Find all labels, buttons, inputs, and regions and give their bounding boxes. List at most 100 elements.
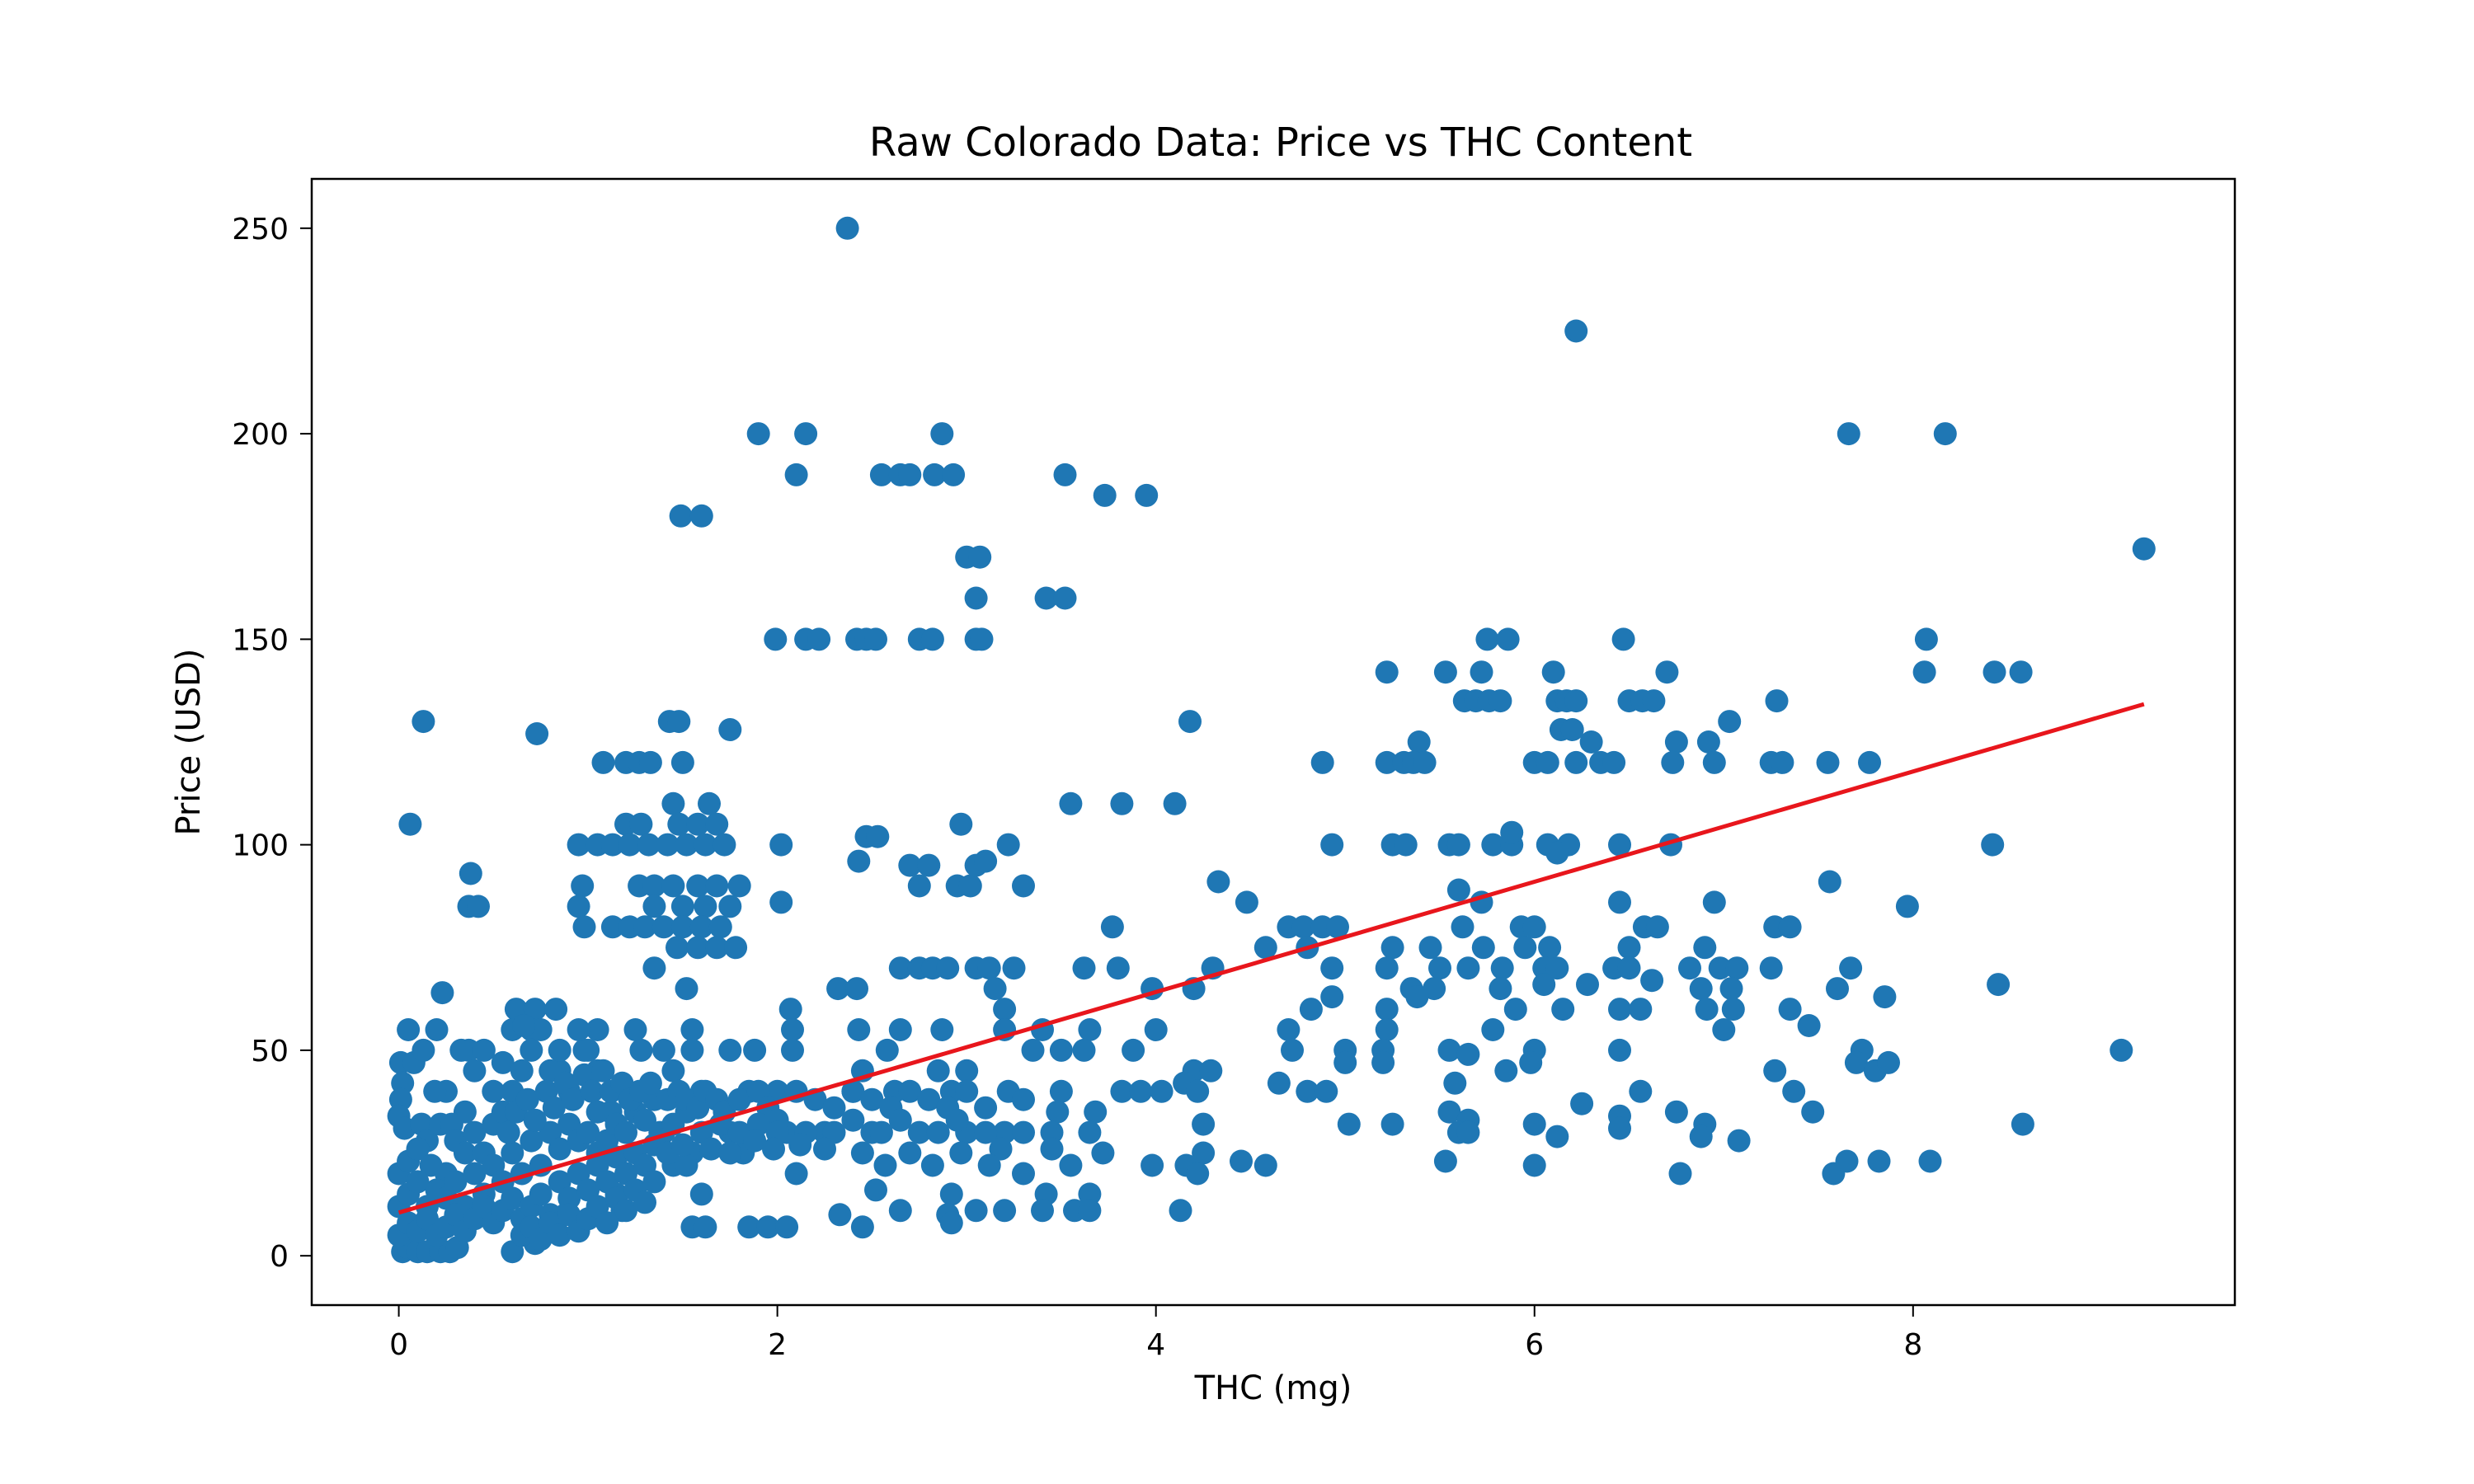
data-point: [1163, 791, 1187, 815]
data-point: [1049, 1079, 1073, 1103]
data-point: [1380, 1112, 1404, 1136]
data-point: [898, 463, 922, 486]
data-point: [1046, 1100, 1070, 1124]
data-point: [1078, 1199, 1102, 1223]
data-point: [675, 977, 698, 1001]
data-point: [1122, 1038, 1145, 1062]
data-point: [993, 998, 1017, 1021]
data-point: [1489, 689, 1512, 713]
data-point: [680, 1038, 704, 1062]
data-point: [482, 1079, 506, 1103]
data-point: [1053, 463, 1077, 486]
data-point: [1192, 1112, 1216, 1136]
data-point: [1532, 973, 1556, 997]
data-point: [1446, 878, 1470, 902]
data-point: [1661, 750, 1685, 774]
data-point: [1437, 1038, 1461, 1062]
data-point: [453, 1141, 477, 1165]
data-point: [917, 853, 941, 877]
data-point: [826, 977, 850, 1001]
data-point: [614, 1120, 637, 1144]
data-point: [523, 998, 547, 1021]
data-point: [496, 1120, 520, 1144]
data-point: [629, 1038, 653, 1062]
data-point: [661, 791, 685, 815]
data-point: [1617, 956, 1641, 980]
data-point: [850, 1141, 874, 1165]
data-point: [600, 833, 624, 857]
data-point: [1021, 1038, 1045, 1062]
data-point: [412, 1038, 435, 1062]
data-point: [850, 1215, 874, 1239]
data-point: [847, 849, 871, 873]
y-tick-label: 200: [232, 418, 289, 452]
data-point: [727, 874, 751, 898]
data-point: [983, 977, 1007, 1001]
data-point: [523, 1108, 547, 1132]
data-point: [1129, 1079, 1153, 1103]
data-point: [1608, 833, 1631, 857]
data-point: [1375, 1018, 1399, 1041]
data-point: [778, 998, 802, 1021]
data-point: [675, 1153, 698, 1177]
data-point: [1475, 627, 1499, 651]
data-point: [784, 1162, 808, 1186]
data-point: [689, 915, 713, 939]
data-point: [1326, 915, 1349, 939]
data-point: [642, 895, 666, 918]
data-point: [869, 1120, 893, 1144]
data-point: [764, 627, 788, 651]
data-point: [1719, 977, 1743, 1001]
data-point: [670, 915, 694, 939]
data-point: [444, 1170, 468, 1194]
data-point: [600, 915, 624, 939]
data-point: [1494, 1059, 1518, 1082]
data-point: [1002, 956, 1026, 980]
y-tick-label: 50: [251, 1035, 289, 1068]
data-point: [1987, 973, 2011, 997]
data-point: [656, 833, 680, 857]
data-point: [2132, 537, 2156, 561]
data-point: [873, 1153, 897, 1177]
data-point: [1296, 1079, 1319, 1103]
data-point: [1721, 998, 1745, 1021]
data-point: [1912, 660, 1936, 684]
data-point: [591, 1059, 615, 1082]
data-point: [1818, 870, 1841, 894]
data-point: [926, 1120, 950, 1144]
data-point: [1839, 956, 1863, 980]
data-point: [977, 1153, 1001, 1177]
data-point: [1693, 936, 1717, 960]
data-point: [623, 1018, 647, 1041]
data-point: [781, 1018, 804, 1041]
data-point: [1608, 1038, 1631, 1062]
data-point: [977, 956, 1001, 980]
data-point: [1091, 1141, 1115, 1165]
data-point: [670, 895, 694, 918]
y-tick-label: 150: [232, 623, 289, 657]
data-point: [898, 1079, 922, 1103]
data-point: [958, 874, 982, 898]
data-point: [1106, 956, 1130, 980]
data-point: [586, 1018, 609, 1041]
data-point: [638, 750, 662, 774]
data-point: [1371, 1050, 1395, 1074]
data-point: [1012, 1162, 1035, 1186]
data-point: [1446, 833, 1470, 857]
data-point: [638, 1071, 662, 1095]
data-point: [1084, 1100, 1108, 1124]
data-point: [1072, 956, 1096, 980]
data-point: [939, 1211, 963, 1235]
data-point: [651, 1038, 675, 1062]
y-axis-label: Price (USD): [170, 649, 208, 836]
chart-title: Raw Colorado Data: Price vs THC Content: [869, 120, 1692, 166]
data-point: [718, 718, 742, 741]
data-point: [1564, 319, 1588, 343]
data-point: [1496, 627, 1520, 651]
data-point: [633, 1190, 656, 1214]
data-point: [993, 1199, 1017, 1223]
data-point: [955, 1059, 979, 1082]
data-point: [651, 915, 675, 939]
data-point: [1040, 1120, 1064, 1144]
data-point: [1451, 915, 1475, 939]
